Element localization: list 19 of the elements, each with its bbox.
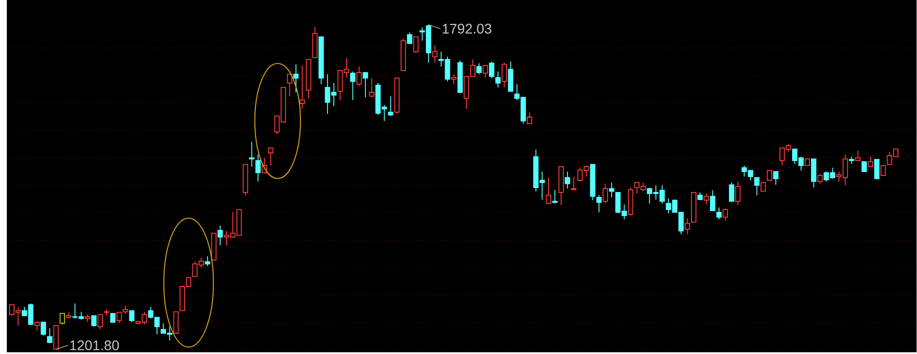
candlestick	[122, 306, 128, 314]
candlestick	[848, 156, 854, 165]
candlestick	[596, 194, 602, 213]
candlestick	[495, 71, 501, 88]
candlestick	[255, 154, 261, 182]
candlestick	[735, 181, 741, 206]
candlestick	[704, 193, 710, 206]
candlestick	[218, 225, 223, 246]
candlestick	[432, 45, 438, 64]
candlestick	[356, 66, 362, 87]
candlestick	[34, 322, 40, 332]
candlestick	[716, 207, 722, 220]
annotation: 1792.03	[442, 24, 492, 34]
candlestick	[608, 182, 614, 198]
candlestick	[293, 64, 299, 94]
candlestick	[684, 218, 690, 235]
candlestick	[602, 183, 608, 204]
candlestick	[564, 171, 570, 190]
annotation: 1201.80	[70, 340, 119, 350]
